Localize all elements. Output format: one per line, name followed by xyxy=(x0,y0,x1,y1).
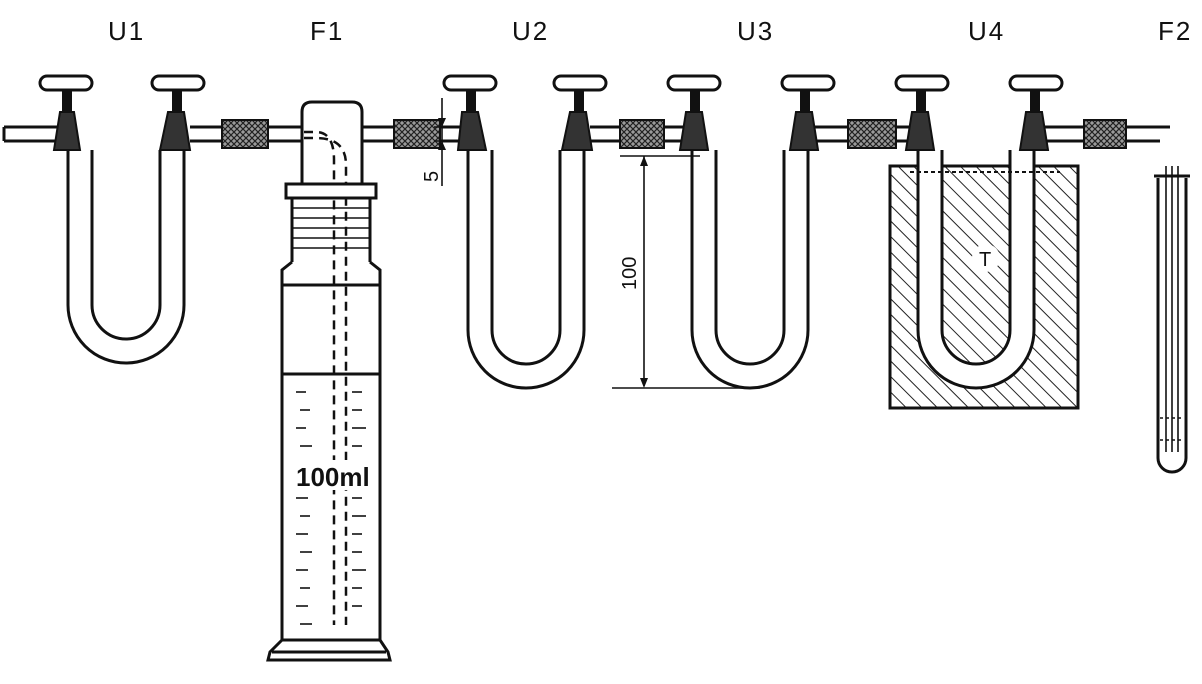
label-f2: F2 xyxy=(1158,16,1192,46)
stopcock xyxy=(38,74,94,151)
stopcock xyxy=(442,74,498,151)
u-tube-u3 xyxy=(666,74,836,390)
rubber-connector xyxy=(1083,119,1127,149)
bath-label-badge xyxy=(972,244,1000,272)
cooling-bath: T xyxy=(888,140,1080,410)
rubber-connector xyxy=(393,119,441,149)
flask-f1: 100ml xyxy=(266,100,392,662)
label-u3: U3 xyxy=(737,16,774,46)
ground-joint xyxy=(290,198,372,262)
graduation-marks xyxy=(296,391,366,625)
u-tube-u4 xyxy=(894,74,1064,151)
stopcock xyxy=(150,74,206,151)
u-tube-u1 xyxy=(38,74,206,365)
flask-volume-label: 100ml xyxy=(296,462,370,492)
label-u1: U1 xyxy=(108,16,145,46)
label-u4: U4 xyxy=(968,16,1005,46)
rubber-connectors xyxy=(221,119,1127,149)
dimension-height: 100 xyxy=(612,155,760,389)
test-tube-f2 xyxy=(1154,166,1190,474)
rubber-connector xyxy=(847,119,897,149)
dimension-gap: 5 xyxy=(421,98,460,186)
dimension-gap-value: 5 xyxy=(421,171,443,182)
stopcock xyxy=(894,74,950,151)
rubber-connector xyxy=(619,119,665,149)
label-f1: F1 xyxy=(310,16,344,46)
label-u2: U2 xyxy=(512,16,549,46)
stopcock xyxy=(1008,74,1064,151)
stopcock xyxy=(552,74,608,151)
dimension-height-value: 100 xyxy=(619,257,641,290)
stopcock xyxy=(666,74,722,151)
bath-label: T xyxy=(979,249,991,271)
stopcock xyxy=(780,74,836,151)
rubber-connector xyxy=(221,119,269,149)
u-tube-u2 xyxy=(442,74,608,390)
